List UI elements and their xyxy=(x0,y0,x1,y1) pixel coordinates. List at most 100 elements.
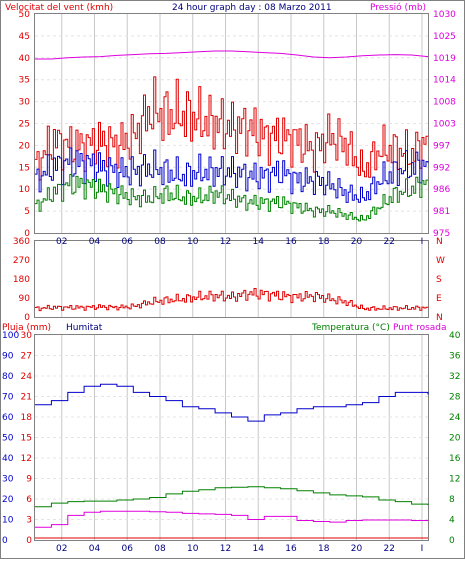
x-tick-label: I xyxy=(421,237,424,247)
temperature-tick-label: 16 xyxy=(449,454,461,464)
series-green-line xyxy=(35,486,429,508)
temperature-tick-label: 40 xyxy=(449,331,461,341)
humidity-tick-label: 40 xyxy=(2,454,14,464)
x-tick-label: 16 xyxy=(285,544,297,554)
compass-label: E xyxy=(436,294,442,304)
series-blue-line xyxy=(35,383,429,422)
temperature-tick-label: 28 xyxy=(449,393,461,403)
pressure-tick-label: 1008 xyxy=(433,98,456,108)
humidity-tick-label: 20 xyxy=(2,495,14,505)
x-tick-label: 12 xyxy=(220,544,231,554)
pressure-tick-label: 997 xyxy=(433,141,450,151)
direction-tick-label: 90 xyxy=(19,294,31,304)
graph-title: 24 hour graph day : 08 Marzo 2011 xyxy=(172,3,332,13)
rain-tick-label: 3 xyxy=(26,516,32,526)
pressure-line xyxy=(35,50,429,60)
pressure-tick-label: 975 xyxy=(433,229,450,239)
series-magenta-line xyxy=(35,510,429,528)
x-tick-label: I xyxy=(421,544,424,554)
wind-tick-label: 5 xyxy=(24,207,30,217)
temperature-tick-label: 4 xyxy=(449,516,455,526)
x-tick-label: 14 xyxy=(253,237,265,247)
compass-label: N xyxy=(436,313,443,323)
x-tick-label: 12 xyxy=(220,237,231,247)
rain-tick-label: 18 xyxy=(21,413,33,423)
x-tick-label: 10 xyxy=(187,237,199,247)
pressure-tick-label: 1025 xyxy=(433,32,456,42)
wind-direction-line xyxy=(35,288,429,312)
x-tick-label: 08 xyxy=(154,544,166,554)
rain-tick-label: 24 xyxy=(21,372,33,382)
wind-series-line xyxy=(35,76,429,181)
temperature-label: Temperatura (°C) xyxy=(311,323,390,333)
compass-label: N xyxy=(436,237,443,247)
humidity-tick-label: 50 xyxy=(2,434,14,444)
wind-tick-label: 15 xyxy=(19,163,30,173)
rain-tick-label: 30 xyxy=(21,331,33,341)
humidity-tick-label: 30 xyxy=(2,475,14,485)
compass-label: W xyxy=(436,256,445,266)
direction-tick-label: 270 xyxy=(13,256,30,266)
axis-labels: 02 04 06 08 10 12 14 16 18 20 22 I02 04 06 08 10 12 14 16 1… xyxy=(2,10,461,554)
x-tick-label: 14 xyxy=(253,544,265,554)
wind-tick-label: 45 xyxy=(19,32,30,42)
compass-label: S xyxy=(436,275,442,285)
direction-tick-label: 0 xyxy=(24,313,30,323)
pressure-tick-label: 992 xyxy=(433,163,450,173)
rain-tick-label: 6 xyxy=(26,495,32,505)
temperature-tick-label: 0 xyxy=(449,536,455,546)
pressure-tick-label: 1014 xyxy=(433,76,456,86)
x-tick-label: 18 xyxy=(318,544,330,554)
wind-tick-label: 30 xyxy=(19,98,31,108)
wind-tick-label: 35 xyxy=(19,76,30,86)
temperature-tick-label: 20 xyxy=(449,434,461,444)
rain-tick-label: 15 xyxy=(21,434,32,444)
pressure-tick-label: 981 xyxy=(433,207,450,217)
temperature-tick-label: 12 xyxy=(449,475,460,485)
dew-point-label: Punt rosada xyxy=(393,323,447,333)
humidity-tick-label: 90 xyxy=(2,352,14,362)
rain-label: Pluja (mm) xyxy=(2,323,51,333)
humidity-tick-label: 60 xyxy=(2,413,14,423)
rain-tick-label: 21 xyxy=(21,393,32,403)
wind-speed-title: Velocitat del vent (kmh) xyxy=(5,3,113,13)
pressure-tick-label: 1019 xyxy=(433,54,456,64)
x-tick-label: 16 xyxy=(285,237,297,247)
x-tick-label: 20 xyxy=(351,237,363,247)
x-tick-label: 22 xyxy=(384,237,395,247)
temperature-tick-label: 32 xyxy=(449,372,460,382)
wind-tick-label: 0 xyxy=(24,229,30,239)
x-tick-label: 06 xyxy=(122,237,134,247)
pressure-tick-label: 1003 xyxy=(433,120,456,130)
pressure-tick-label: 1030 xyxy=(433,10,456,20)
pressure-tick-label: 986 xyxy=(433,185,450,195)
x-tick-label: 08 xyxy=(154,237,166,247)
x-tick-label: 10 xyxy=(187,544,199,554)
x-tick-label: 20 xyxy=(351,544,363,554)
temperature-tick-label: 36 xyxy=(449,352,461,362)
wind-tick-label: 50 xyxy=(19,10,31,20)
humidity-tick-label: 100 xyxy=(2,331,19,341)
humidity-tick-label: 70 xyxy=(2,393,14,403)
wind-tick-label: 20 xyxy=(19,141,31,151)
humidity-temperature-panel xyxy=(34,334,429,541)
temperature-tick-label: 24 xyxy=(449,413,461,423)
x-tick-label: 04 xyxy=(89,237,101,247)
wind-series-line xyxy=(35,174,429,222)
humidity-tick-label: 10 xyxy=(2,516,14,526)
x-tick-label: 02 xyxy=(56,237,67,247)
temperature-tick-label: 8 xyxy=(449,495,455,505)
humidity-tick-label: 0 xyxy=(2,536,8,546)
x-tick-label: 04 xyxy=(89,544,101,554)
rain-tick-label: 9 xyxy=(26,475,32,485)
humidity-label: Humitat xyxy=(66,323,103,333)
x-tick-label: 06 xyxy=(122,544,134,554)
direction-tick-label: 180 xyxy=(13,275,30,285)
data-series xyxy=(35,50,429,539)
rain-tick-label: 0 xyxy=(26,536,32,546)
wind-tick-label: 25 xyxy=(19,120,30,130)
x-tick-label: 02 xyxy=(56,544,67,554)
pressure-title: Pressió (mb) xyxy=(370,2,426,13)
